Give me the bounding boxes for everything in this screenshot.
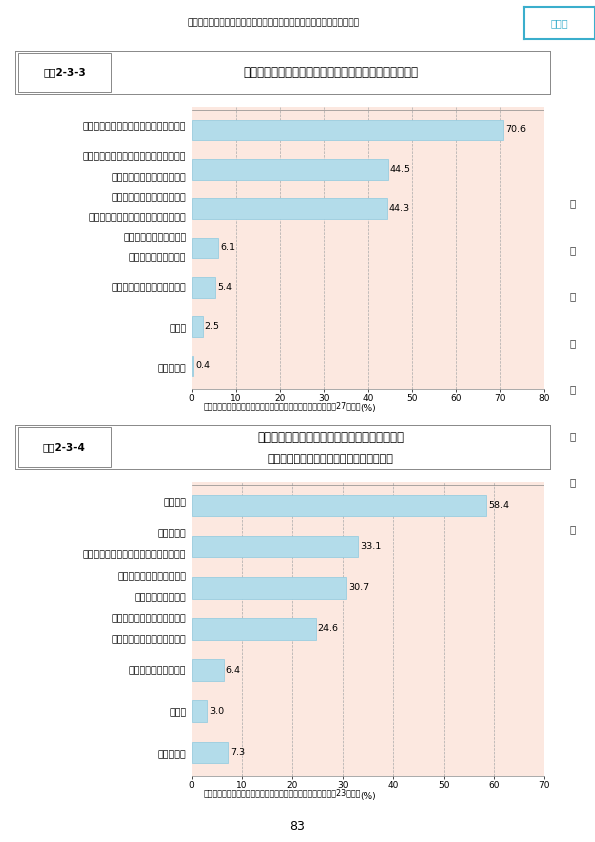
Bar (18, 53, 111, 92)
Text: に: に (570, 291, 576, 301)
Text: 持ち家にこだわらなくなった: 持ち家にこだわらなくなった (111, 284, 186, 293)
Text: 土: 土 (570, 199, 576, 208)
Bar (192, 355, 193, 376)
Bar (192, 536, 358, 557)
Text: 図表2-3-4: 図表2-3-4 (43, 442, 86, 452)
Bar (192, 659, 224, 680)
Text: 5.4: 5.4 (217, 283, 232, 292)
Text: 損壊や浸水、流出等の危険性: 損壊や浸水、流出等の危険性 (111, 635, 186, 644)
Text: 第２章: 第２章 (550, 18, 568, 28)
Text: 向: 向 (570, 525, 576, 534)
Text: （不動産について以前より気になること）: （不動産について以前より気になること） (268, 455, 394, 464)
Bar (192, 120, 503, 141)
Text: 地盤の履歴や地盤沈下・液状化の恐れの: 地盤の履歴や地盤沈下・液状化の恐れの (83, 152, 186, 162)
Text: 6.1: 6.1 (220, 243, 235, 253)
Text: 自家発電設備や備蓄などの: 自家発電設備や備蓄などの (117, 572, 186, 581)
Text: 70.6: 70.6 (505, 125, 526, 135)
Bar (192, 159, 388, 179)
X-axis label: (%): (%) (360, 791, 376, 801)
Text: 度合いについて気にするようになった: 度合いについて気にするようになった (89, 213, 186, 222)
Text: （地盤沈下や液状化の恐れの有無など）: （地盤沈下や液状化の恐れの有無など） (83, 551, 186, 560)
Text: わからない: わからない (158, 365, 186, 373)
Text: その他: その他 (169, 709, 186, 717)
Bar (192, 742, 228, 763)
Text: 耐震性能: 耐震性能 (163, 498, 186, 507)
Bar (192, 277, 215, 297)
Bar (192, 317, 203, 337)
Bar (192, 495, 486, 516)
Text: 関: 関 (570, 338, 576, 348)
Text: 動: 動 (570, 477, 576, 488)
Text: 7.3: 7.3 (230, 748, 246, 757)
Text: 職場や学校からの近さを: 職場や学校からの近さを (123, 233, 186, 242)
Text: わからない: わからない (158, 751, 186, 759)
Text: 地盤の履歴: 地盤の履歴 (158, 530, 186, 539)
Text: 30.7: 30.7 (348, 584, 369, 593)
Text: 0.4: 0.4 (195, 361, 210, 370)
Text: 24.6: 24.6 (318, 625, 339, 633)
Text: 東日本大震災による不動産に対する志向の変化: 東日本大震災による不動産に対する志向の変化 (257, 431, 405, 444)
Text: 職場や学校からの近さ: 職場や学校からの近さ (129, 667, 186, 675)
Text: 有無を気にするようになった: 有無を気にするようになった (111, 173, 186, 182)
Text: 東日本大震災の発生から５年が経過した被災地における土地利用の現状: 東日本大震災の発生から５年が経過した被災地における土地利用の現状 (187, 19, 360, 27)
Text: 6.4: 6.4 (226, 665, 241, 674)
Text: 83: 83 (290, 819, 305, 833)
Bar (18, 428, 111, 466)
Text: 33.1: 33.1 (361, 542, 382, 552)
Text: 2.5: 2.5 (204, 322, 220, 331)
Text: 災害への備えの有無: 災害への備えの有無 (134, 593, 186, 602)
Bar (192, 618, 315, 640)
Text: 44.5: 44.5 (390, 165, 411, 173)
Text: 気にするようになった: 気にするようになった (129, 253, 186, 263)
Bar (192, 701, 206, 722)
Text: 44.3: 44.3 (389, 204, 410, 213)
Text: その他: その他 (169, 324, 186, 333)
Text: 土砂崩れや津波等の危険性の: 土砂崩れや津波等の危険性の (111, 193, 186, 202)
Text: 東日本大震災以降、住まい選択の基準で変化があった点: 東日本大震災以降、住まい選択の基準で変化があった点 (243, 66, 418, 79)
Bar (192, 199, 387, 219)
Bar (192, 578, 346, 599)
Text: 資料：国土交通省「土地問題に関する国民の意識調査」（平成27年度）: 資料：国土交通省「土地問題に関する国民の意識調査」（平成27年度） (204, 402, 361, 410)
Text: す: す (570, 385, 576, 395)
Text: 物件の耐震性能を気にするようになった: 物件の耐震性能を気にするようになった (83, 123, 186, 131)
Text: る: る (570, 431, 576, 441)
Text: 3.0: 3.0 (209, 706, 224, 716)
X-axis label: (%): (%) (360, 404, 376, 413)
Text: 図表2-3-3: 図表2-3-3 (43, 67, 86, 77)
Text: 58.4: 58.4 (488, 501, 509, 510)
Text: 土砂崩れや津波による家屋の: 土砂崩れや津波による家屋の (111, 614, 186, 623)
Text: 地: 地 (570, 245, 576, 255)
Bar (192, 237, 218, 258)
Text: 資料：国土交通省「土地問題に関する国民の意識調査」（平成23年度）: 資料：国土交通省「土地問題に関する国民の意識調査」（平成23年度） (204, 789, 361, 797)
